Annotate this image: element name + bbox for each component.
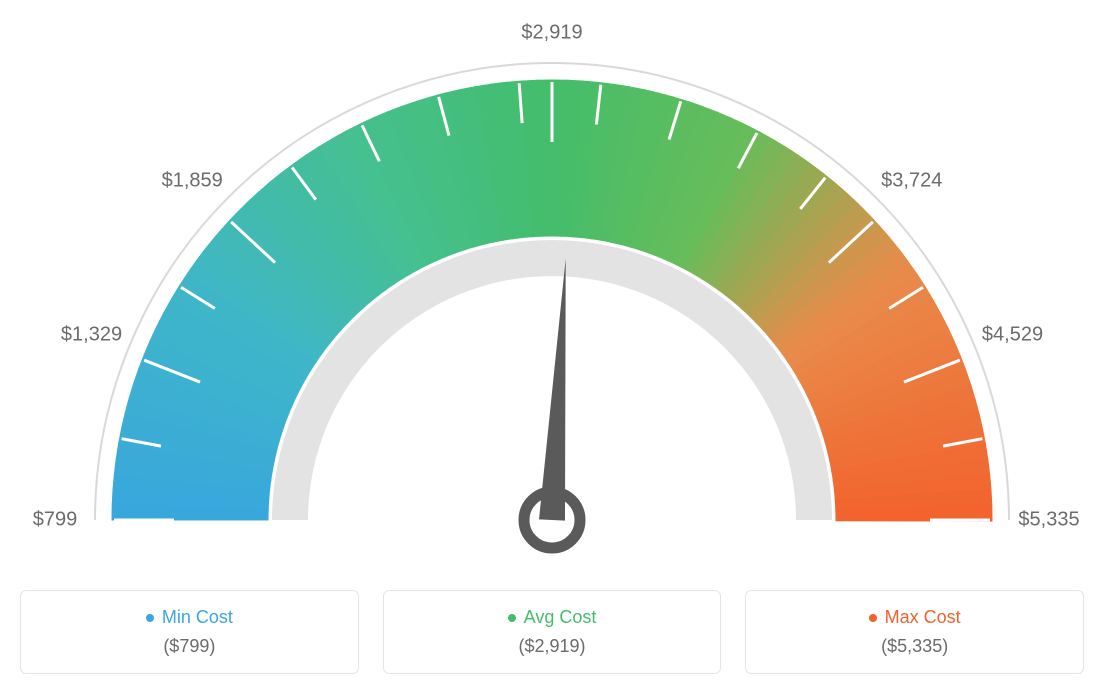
- legend-label: Max Cost: [885, 607, 961, 628]
- legend-card: Max Cost ($5,335): [745, 590, 1084, 674]
- legend-dot-icon: [508, 614, 516, 622]
- gauge-tick-label: $4,529: [982, 324, 1043, 347]
- legend-dot-icon: [146, 614, 154, 622]
- legend-label: Avg Cost: [524, 607, 597, 628]
- legend-card: Avg Cost ($2,919): [383, 590, 722, 674]
- legend-label: Min Cost: [162, 607, 233, 628]
- cost-gauge-chart: $799 $1,329 $1,859 $2,919 $3,724 $4,529 $5,335…: [20, 20, 1084, 674]
- legend-dot-icon: [869, 614, 877, 622]
- gauge-tick-label: $1,859: [162, 169, 223, 192]
- legend-value: ($799): [163, 636, 215, 657]
- legend-value: ($2,919): [518, 636, 585, 657]
- gauge-tick-label: $3,724: [881, 169, 942, 192]
- legend-label-row: Min Cost: [146, 607, 233, 628]
- legend-row: Min Cost ($799) Avg Cost ($2,919) Max Co…: [20, 590, 1084, 674]
- legend-card: Min Cost ($799): [20, 590, 359, 674]
- gauge-tick-label: $799: [33, 509, 78, 532]
- gauge-tick-label: $1,329: [61, 324, 122, 347]
- legend-label-row: Avg Cost: [508, 607, 597, 628]
- gauge-svg-wrap: $799 $1,329 $1,859 $2,919 $3,724 $4,529 $5,335: [20, 20, 1084, 580]
- legend-label-row: Max Cost: [869, 607, 961, 628]
- gauge-tick-label: $5,335: [1018, 509, 1079, 532]
- legend-value: ($5,335): [881, 636, 948, 657]
- gauge-svg: [20, 20, 1084, 580]
- gauge-needle: [539, 258, 566, 520]
- gauge-tick-label: $2,919: [521, 22, 582, 45]
